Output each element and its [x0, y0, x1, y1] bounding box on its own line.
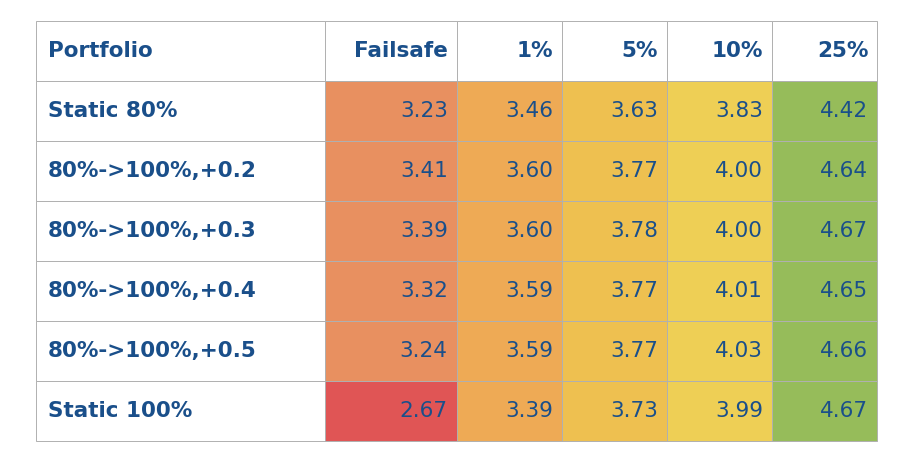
FancyBboxPatch shape — [667, 321, 772, 381]
FancyBboxPatch shape — [667, 201, 772, 261]
FancyBboxPatch shape — [772, 201, 877, 261]
Text: 3.39: 3.39 — [400, 221, 447, 241]
Text: 3.46: 3.46 — [505, 101, 553, 121]
Text: 4.42: 4.42 — [821, 101, 868, 121]
Text: 1%: 1% — [517, 41, 553, 61]
Text: 80%->100%,+0.2: 80%->100%,+0.2 — [48, 161, 256, 181]
FancyBboxPatch shape — [325, 261, 456, 321]
FancyBboxPatch shape — [36, 81, 325, 141]
Text: 3.63: 3.63 — [610, 101, 658, 121]
Text: 3.60: 3.60 — [505, 221, 553, 241]
Text: 3.59: 3.59 — [505, 341, 553, 361]
Text: 3.83: 3.83 — [716, 101, 763, 121]
FancyBboxPatch shape — [325, 81, 456, 141]
Text: 2.67: 2.67 — [400, 401, 447, 421]
Text: 3.60: 3.60 — [505, 161, 553, 181]
Text: 3.77: 3.77 — [610, 341, 658, 361]
FancyBboxPatch shape — [456, 141, 562, 201]
Text: Static 80%: Static 80% — [48, 101, 177, 121]
FancyBboxPatch shape — [325, 141, 456, 201]
FancyBboxPatch shape — [772, 261, 877, 321]
FancyBboxPatch shape — [562, 261, 667, 321]
Text: Portfolio: Portfolio — [48, 41, 152, 61]
Text: Static 100%: Static 100% — [48, 401, 192, 421]
FancyBboxPatch shape — [772, 321, 877, 381]
Text: 4.00: 4.00 — [716, 221, 763, 241]
FancyBboxPatch shape — [562, 201, 667, 261]
Text: 3.77: 3.77 — [610, 161, 658, 181]
Text: 4.03: 4.03 — [716, 341, 763, 361]
FancyBboxPatch shape — [325, 381, 456, 441]
FancyBboxPatch shape — [562, 321, 667, 381]
FancyBboxPatch shape — [772, 21, 877, 81]
Text: 4.67: 4.67 — [821, 401, 868, 421]
Text: 3.32: 3.32 — [400, 281, 447, 301]
FancyBboxPatch shape — [325, 201, 456, 261]
FancyBboxPatch shape — [667, 261, 772, 321]
FancyBboxPatch shape — [667, 21, 772, 81]
FancyBboxPatch shape — [456, 321, 562, 381]
Text: 5%: 5% — [622, 41, 658, 61]
Text: Failsafe: Failsafe — [354, 41, 447, 61]
Text: 3.59: 3.59 — [505, 281, 553, 301]
Text: 3.23: 3.23 — [400, 101, 447, 121]
FancyBboxPatch shape — [36, 261, 325, 321]
FancyBboxPatch shape — [36, 381, 325, 441]
FancyBboxPatch shape — [36, 321, 325, 381]
FancyBboxPatch shape — [456, 21, 562, 81]
Text: 4.67: 4.67 — [821, 221, 868, 241]
Text: 4.00: 4.00 — [716, 161, 763, 181]
Text: 10%: 10% — [712, 41, 763, 61]
Text: 80%->100%,+0.5: 80%->100%,+0.5 — [48, 341, 256, 361]
FancyBboxPatch shape — [456, 81, 562, 141]
FancyBboxPatch shape — [667, 141, 772, 201]
Text: 3.78: 3.78 — [610, 221, 658, 241]
Text: 4.66: 4.66 — [821, 341, 868, 361]
FancyBboxPatch shape — [772, 81, 877, 141]
FancyBboxPatch shape — [36, 201, 325, 261]
FancyBboxPatch shape — [325, 321, 456, 381]
FancyBboxPatch shape — [772, 141, 877, 201]
Text: 3.77: 3.77 — [610, 281, 658, 301]
Text: 80%->100%,+0.4: 80%->100%,+0.4 — [48, 281, 256, 301]
Text: 4.01: 4.01 — [716, 281, 763, 301]
FancyBboxPatch shape — [667, 381, 772, 441]
Text: 3.73: 3.73 — [610, 401, 658, 421]
FancyBboxPatch shape — [36, 141, 325, 201]
FancyBboxPatch shape — [456, 261, 562, 321]
FancyBboxPatch shape — [456, 201, 562, 261]
FancyBboxPatch shape — [562, 141, 667, 201]
Text: 25%: 25% — [817, 41, 868, 61]
FancyBboxPatch shape — [562, 81, 667, 141]
Text: 3.41: 3.41 — [400, 161, 447, 181]
Text: 4.64: 4.64 — [821, 161, 868, 181]
Text: 4.65: 4.65 — [821, 281, 868, 301]
FancyBboxPatch shape — [562, 381, 667, 441]
Text: 3.99: 3.99 — [716, 401, 763, 421]
FancyBboxPatch shape — [772, 381, 877, 441]
FancyBboxPatch shape — [667, 81, 772, 141]
FancyBboxPatch shape — [36, 21, 325, 81]
Text: 80%->100%,+0.3: 80%->100%,+0.3 — [48, 221, 256, 241]
FancyBboxPatch shape — [325, 21, 456, 81]
FancyBboxPatch shape — [456, 381, 562, 441]
FancyBboxPatch shape — [562, 21, 667, 81]
Text: 3.24: 3.24 — [400, 341, 447, 361]
Text: 3.39: 3.39 — [505, 401, 553, 421]
